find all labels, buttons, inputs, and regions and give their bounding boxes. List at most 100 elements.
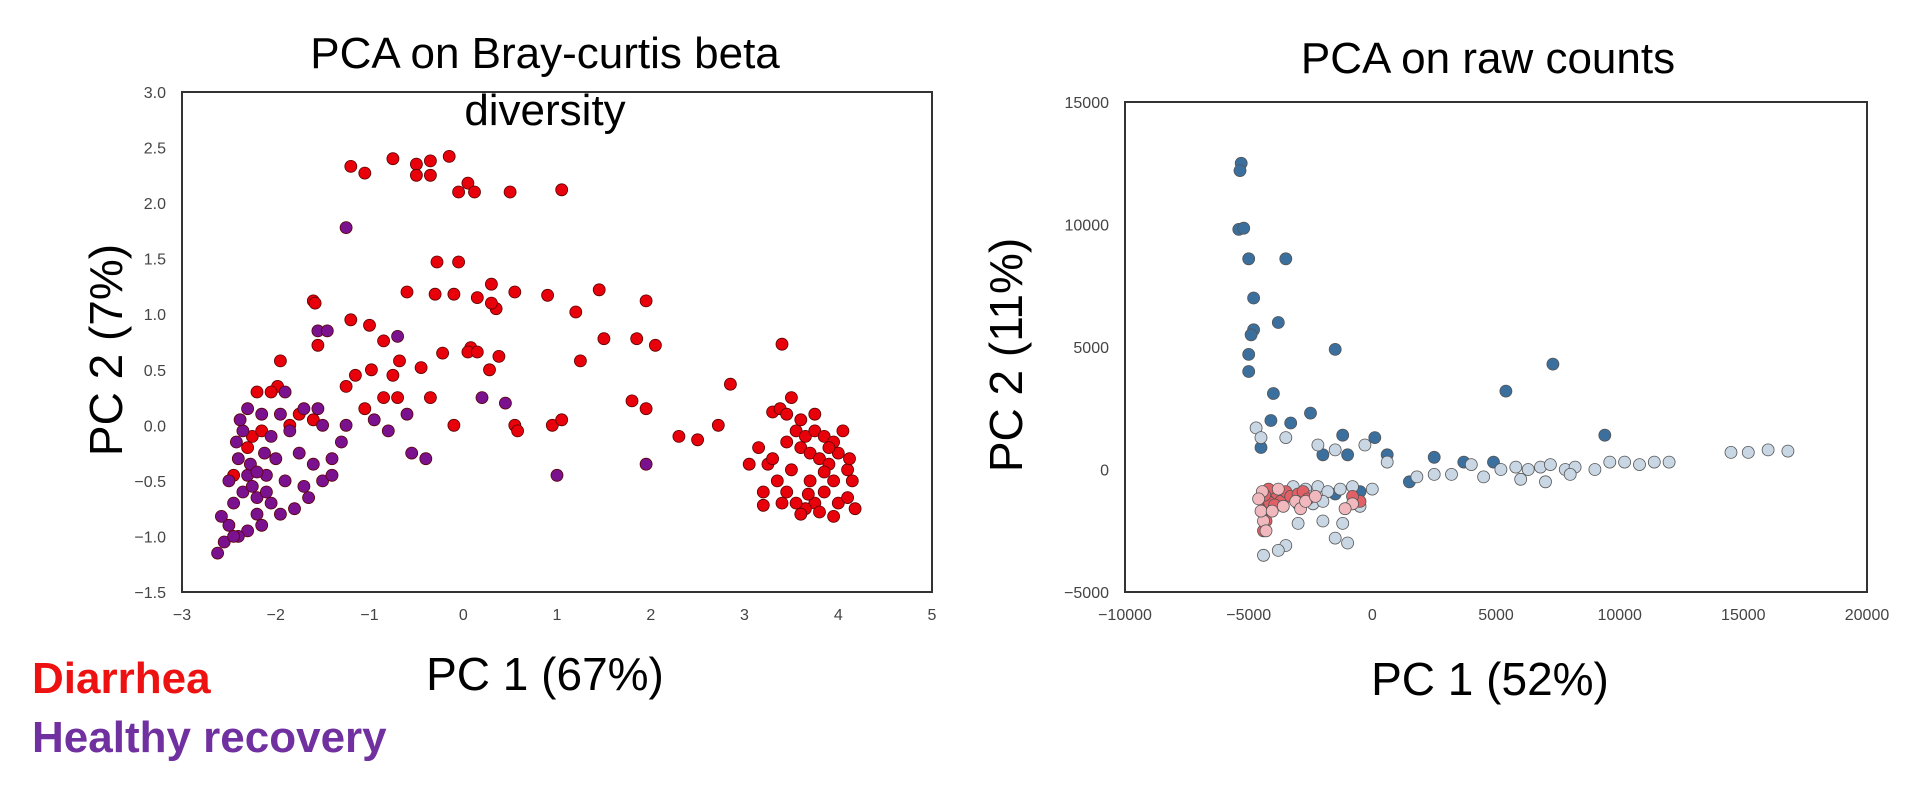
data-point xyxy=(1647,455,1661,469)
data-point xyxy=(405,446,419,460)
data-point xyxy=(1279,431,1293,445)
data-point xyxy=(780,407,794,421)
data-point xyxy=(785,463,798,477)
data-point xyxy=(841,491,854,505)
data-point xyxy=(1242,347,1256,361)
data-point xyxy=(766,452,779,466)
x-tick-label: 5000 xyxy=(1478,607,1514,624)
data-point xyxy=(831,496,845,510)
data-point xyxy=(1445,467,1458,481)
data-point xyxy=(348,368,362,382)
points-group-2 xyxy=(1232,156,1795,562)
data-point xyxy=(358,402,372,416)
data-point xyxy=(827,510,840,523)
data-point xyxy=(639,402,653,416)
data-point xyxy=(452,185,466,199)
data-point xyxy=(630,332,644,346)
data-point xyxy=(511,424,524,438)
data-point xyxy=(325,468,339,482)
data-point xyxy=(1291,517,1305,530)
x-tick-label: 20000 xyxy=(1845,607,1890,624)
data-point xyxy=(211,546,225,560)
data-point xyxy=(817,465,831,479)
data-point xyxy=(1598,428,1612,442)
chart1-title-line2: diversity xyxy=(464,86,625,135)
y-tick-label: 3.0 xyxy=(144,85,166,102)
data-point xyxy=(1257,548,1270,562)
data-point xyxy=(381,424,395,438)
y-tick-label: −1.5 xyxy=(134,585,166,602)
data-point xyxy=(541,288,554,302)
data-point xyxy=(484,296,498,310)
data-point xyxy=(1521,463,1535,476)
x-tick-label: 2 xyxy=(646,607,655,624)
data-point xyxy=(1252,492,1265,506)
data-point xyxy=(803,474,817,488)
data-point xyxy=(1336,428,1350,442)
data-point xyxy=(1276,499,1290,513)
data-point xyxy=(1368,431,1382,445)
data-point xyxy=(236,485,250,499)
data-point xyxy=(498,396,512,410)
data-point xyxy=(306,457,320,471)
data-point xyxy=(214,510,228,523)
data-point xyxy=(1563,467,1577,481)
data-point xyxy=(1514,472,1528,486)
data-point xyxy=(1259,524,1273,538)
data-point xyxy=(1662,455,1676,469)
data-point xyxy=(711,418,725,432)
data-point xyxy=(817,485,831,499)
data-point xyxy=(1336,517,1350,530)
x-tick-label: 0 xyxy=(1368,607,1377,624)
data-point xyxy=(1724,445,1738,459)
data-point xyxy=(1264,414,1278,427)
y-tick-labels-2: −5000 0 5000 10000 15000 xyxy=(1064,95,1109,602)
chart1-x-axis-label: PC 1 (67%) xyxy=(426,648,664,700)
data-point xyxy=(391,391,405,405)
data-point xyxy=(436,346,450,360)
data-point xyxy=(302,491,316,505)
data-point xyxy=(1618,455,1631,469)
data-point xyxy=(339,221,353,235)
data-point xyxy=(822,441,836,455)
data-point xyxy=(452,255,466,269)
data-point xyxy=(245,479,259,493)
data-point xyxy=(813,505,826,519)
y-tick-label: 2.0 xyxy=(144,196,166,213)
data-point xyxy=(1427,450,1441,464)
chart2-x-axis-label: PC 1 (52%) xyxy=(1371,653,1609,705)
x-tick-label: −1 xyxy=(360,607,378,624)
chart-bray-curtis: −3 −2 −1 0 1 2 3 4 5 −1.5 −1.0 −0.5 0.0 0.5 1.0 1.5 2.0… xyxy=(80,29,937,700)
data-point xyxy=(264,496,278,510)
chart1-title-line1: PCA on Bray-curtis beta xyxy=(310,29,780,78)
data-point xyxy=(848,502,862,516)
data-point xyxy=(1338,502,1352,516)
data-point xyxy=(742,457,756,471)
data-point xyxy=(386,368,400,382)
data-point xyxy=(442,149,456,163)
data-point xyxy=(1309,489,1322,503)
data-point xyxy=(1271,544,1285,557)
data-point xyxy=(775,337,789,351)
data-point xyxy=(233,413,247,427)
data-point xyxy=(574,354,587,368)
data-point xyxy=(278,474,292,488)
data-point xyxy=(1284,416,1298,430)
data-point xyxy=(227,530,241,543)
data-point xyxy=(273,407,287,421)
data-point xyxy=(269,452,283,466)
data-point xyxy=(775,496,789,510)
data-point xyxy=(297,479,311,493)
data-point xyxy=(831,446,845,460)
data-point xyxy=(1279,252,1293,266)
data-point xyxy=(1761,443,1775,457)
x-tick-label: 3 xyxy=(740,607,749,624)
data-point xyxy=(794,441,808,455)
data-point xyxy=(801,487,815,501)
data-point xyxy=(344,159,358,173)
chart-raw-counts: −10000 −5000 0 5000 10000 15000 20000 −5000 0 50… xyxy=(980,34,1889,705)
data-point xyxy=(555,183,569,197)
data-point xyxy=(1242,365,1256,378)
data-point xyxy=(364,363,378,377)
data-point xyxy=(827,474,840,488)
